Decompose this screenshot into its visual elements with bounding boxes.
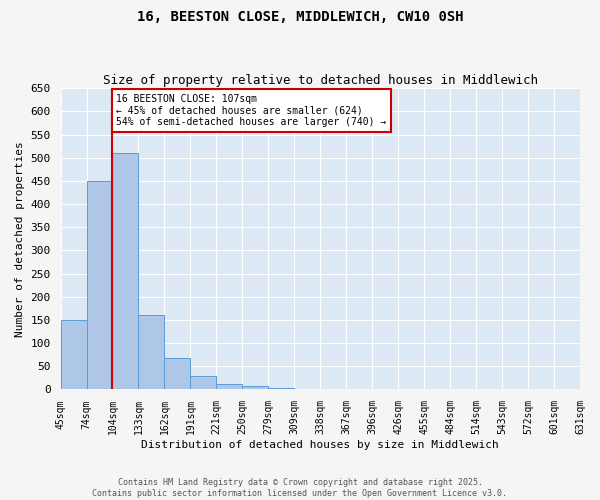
- Bar: [139, 316, 164, 390]
- Bar: [61, 320, 86, 390]
- Bar: [112, 153, 139, 390]
- X-axis label: Distribution of detached houses by size in Middlewich: Distribution of detached houses by size …: [142, 440, 499, 450]
- Text: 16 BEESTON CLOSE: 107sqm
← 45% of detached houses are smaller (624)
54% of semi-: 16 BEESTON CLOSE: 107sqm ← 45% of detach…: [116, 94, 386, 127]
- Y-axis label: Number of detached properties: Number of detached properties: [15, 141, 25, 336]
- Bar: [424, 388, 450, 390]
- Bar: [217, 384, 242, 390]
- Bar: [86, 181, 112, 390]
- Bar: [164, 358, 190, 390]
- Text: 16, BEESTON CLOSE, MIDDLEWICH, CW10 0SH: 16, BEESTON CLOSE, MIDDLEWICH, CW10 0SH: [137, 10, 463, 24]
- Bar: [242, 386, 268, 390]
- Bar: [190, 376, 217, 390]
- Title: Size of property relative to detached houses in Middlewich: Size of property relative to detached ho…: [103, 74, 538, 87]
- Text: Contains HM Land Registry data © Crown copyright and database right 2025.
Contai: Contains HM Land Registry data © Crown c…: [92, 478, 508, 498]
- Bar: [268, 388, 294, 390]
